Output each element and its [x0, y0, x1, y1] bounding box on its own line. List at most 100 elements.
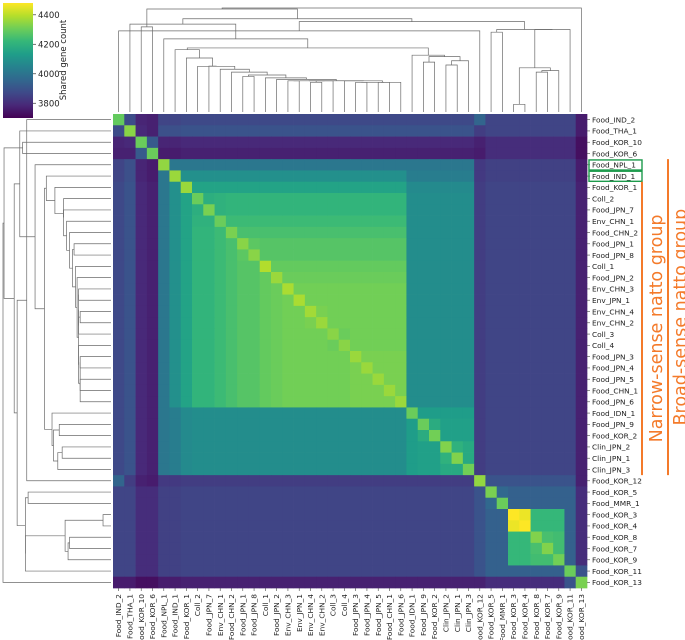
heatmap-cell — [225, 272, 238, 284]
row-dendrogram-link — [27, 491, 111, 504]
heatmap-cell — [395, 407, 407, 420]
heatmap-cell — [496, 260, 509, 273]
heatmap-cell — [169, 452, 182, 465]
heatmap-cell — [113, 181, 125, 194]
heatmap-cell — [564, 147, 577, 160]
heatmap-cell — [124, 463, 136, 476]
heatmap-cell — [383, 193, 396, 205]
heatmap-cell — [214, 125, 227, 137]
heatmap-cell — [338, 317, 351, 329]
heatmap-cell — [327, 159, 340, 171]
heatmap-cell — [508, 509, 520, 521]
heatmap-cell — [248, 204, 261, 216]
heatmap-cell — [316, 114, 328, 126]
heatmap-cell — [180, 215, 193, 228]
heatmap-cell — [146, 193, 159, 205]
heatmap-cell — [575, 294, 588, 307]
heatmap-cell — [395, 576, 407, 589]
heatmap-cell — [327, 565, 340, 578]
heatmap-cell — [474, 181, 486, 194]
heatmap-cell — [541, 452, 554, 465]
heatmap-cell — [259, 531, 272, 544]
heatmap-cell — [169, 193, 182, 205]
heatmap-cell — [113, 125, 125, 137]
heatmap-cell — [361, 181, 373, 194]
heatmap-cell — [541, 565, 554, 578]
heatmap-cell — [451, 159, 464, 171]
heatmap-cell — [124, 238, 136, 250]
heatmap-cell — [225, 249, 238, 262]
heatmap-cell — [530, 576, 543, 589]
row-dendrogram-link — [51, 412, 111, 446]
heatmap-cell — [564, 294, 577, 307]
heatmap-cell — [372, 475, 385, 487]
heatmap-cell — [383, 441, 396, 453]
heatmap-cell — [192, 249, 204, 262]
heatmap-cell — [372, 147, 385, 160]
heatmap-cell — [485, 204, 498, 216]
heatmap-cell — [553, 159, 565, 171]
heatmap-cell — [271, 170, 283, 183]
heatmap-cell — [451, 260, 464, 273]
heatmap-cell — [350, 260, 362, 273]
row-dendrogram-link — [16, 299, 27, 526]
heatmap-cell — [180, 193, 193, 205]
heatmap-cell — [451, 204, 464, 216]
heatmap-cell — [372, 384, 385, 397]
heatmap-cell — [417, 531, 430, 544]
heatmap-cell — [304, 317, 317, 329]
heatmap-cell — [203, 497, 215, 510]
heatmap-cell — [327, 260, 340, 273]
heatmap-cell — [496, 441, 509, 453]
heatmap-cell — [180, 170, 193, 183]
heatmap-cell — [553, 249, 565, 262]
row-label: Coll_3 — [592, 330, 614, 339]
heatmap-cell — [451, 475, 464, 487]
heatmap-cell — [541, 441, 554, 453]
heatmap-cell — [327, 497, 340, 510]
heatmap-cell — [259, 407, 272, 420]
heatmap-cell — [575, 463, 588, 476]
heatmap-cell — [541, 226, 554, 239]
heatmap-cell — [406, 576, 419, 589]
heatmap-cell — [192, 463, 204, 476]
heatmap-cell — [304, 396, 317, 408]
heatmap-cell — [316, 373, 328, 386]
column-labels: Food_IND_2 Food_THA_1 Food_KOR_10 Food_KOR_… — [114, 588, 586, 640]
heatmap-cell — [338, 362, 351, 374]
heatmap-cell — [564, 170, 577, 183]
heatmap-cell — [417, 283, 430, 295]
heatmap-cell — [564, 362, 577, 374]
heatmap-cell — [203, 554, 215, 566]
heatmap-cell — [338, 430, 351, 442]
heatmap-cell — [350, 305, 362, 318]
heatmap-cell — [259, 125, 272, 137]
heatmap-cell — [271, 463, 283, 476]
heatmap-cell — [417, 441, 430, 453]
heatmap-cell — [282, 294, 294, 307]
heatmap-cell — [383, 463, 396, 476]
heatmap-cell — [485, 486, 498, 499]
row-label: Food_KOR_9 — [592, 556, 638, 565]
heatmap-cell — [124, 520, 136, 532]
heatmap-cell — [316, 520, 328, 532]
heatmap-cell — [192, 441, 204, 453]
column-label: Food_THA_1 — [126, 594, 135, 639]
heatmap-cell — [361, 418, 373, 431]
heatmap-cell — [575, 238, 588, 250]
heatmap-cell — [350, 441, 362, 453]
heatmap-cell — [474, 407, 486, 420]
heatmap-cell — [146, 486, 159, 499]
heatmap-cell — [192, 486, 204, 499]
heatmap-cell — [158, 317, 170, 329]
heatmap-cell — [203, 249, 215, 262]
heatmap-cell — [485, 249, 498, 262]
heatmap-cell — [214, 509, 227, 521]
heatmap-cell — [124, 226, 136, 239]
heatmap-cell — [485, 193, 498, 205]
heatmap-cell — [429, 147, 441, 160]
heatmap-cell — [429, 554, 441, 566]
heatmap-cell — [304, 305, 317, 318]
heatmap-cell — [180, 136, 193, 149]
heatmap-cell — [564, 238, 577, 250]
